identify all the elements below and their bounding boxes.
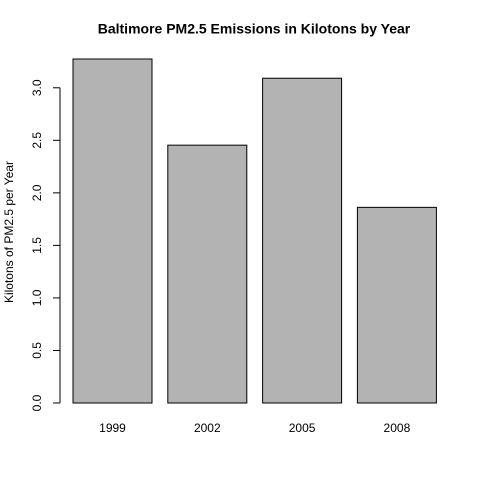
y-tick-label: 1.0 [30,289,44,306]
bar [167,144,248,404]
chart-title: Baltimore PM2.5 Emissions in Kilotons by… [98,21,411,37]
y-tick-label: 2.0 [30,184,44,201]
y-tick-label: 0.0 [30,394,44,411]
x-tick-label: 1999 [99,421,126,435]
y-tick-label: 3.0 [30,79,44,96]
x-tick-label: 2002 [194,421,221,435]
x-tick-label: 2005 [289,421,316,435]
y-tick-label: 1.5 [30,237,44,254]
x-tick-label: 2008 [384,421,411,435]
bar [262,77,343,404]
bar [72,58,153,404]
bar [356,206,437,404]
y-tick-label: 2.5 [30,132,44,149]
y-tick-label: 0.5 [30,342,44,359]
y-axis-label: Kilotons of PM2.5 per Year [2,161,16,303]
